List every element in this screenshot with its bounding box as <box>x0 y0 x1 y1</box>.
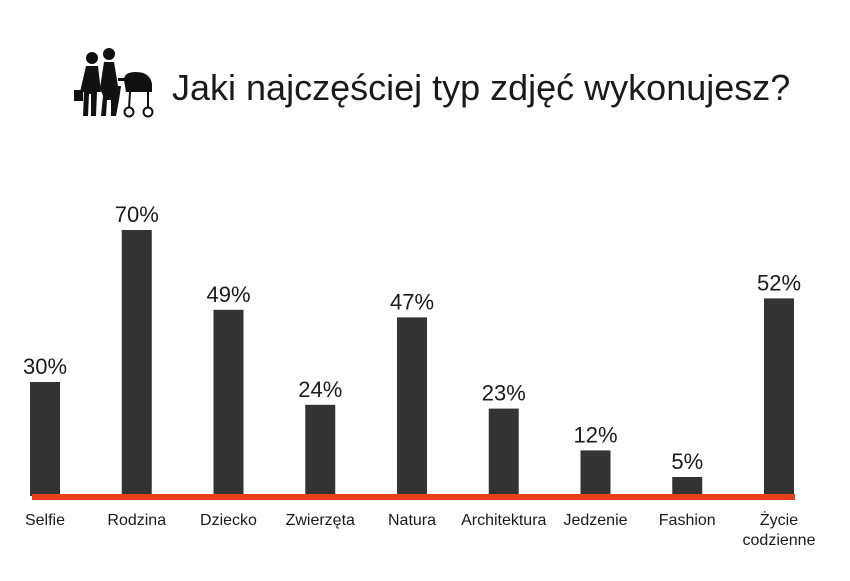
bar-zycie-codzienne <box>764 298 794 496</box>
bar-selfie <box>30 382 60 496</box>
value-label-zycie-codzienne: 52% <box>757 270 801 295</box>
bar-dziecko <box>213 309 244 496</box>
category-label-fashion: Fashion <box>659 512 716 529</box>
chart-title: Jaki najczęściej typ zdjęć wykonujesz? <box>172 67 790 108</box>
family-with-stroller-icon <box>74 48 154 118</box>
value-label-selfie: 30% <box>23 354 67 379</box>
value-label-zwierzeta: 24% <box>298 377 342 402</box>
category-label-rodzina: Rodzina <box>107 512 166 529</box>
bar-fashion <box>672 477 703 496</box>
bar-architektura <box>488 408 519 496</box>
bars-group: 30% 70% 49% 24% 47% 23% 12% 5% 52% <box>23 202 801 496</box>
value-label-natura: 47% <box>390 289 434 314</box>
baseline-axis <box>32 494 795 500</box>
value-label-dziecko: 49% <box>206 282 250 307</box>
value-label-architektura: 23% <box>482 381 526 406</box>
bar-jedzenie <box>580 450 611 496</box>
category-label-zycie-codzienne: Życie codzienne <box>743 510 816 549</box>
category-label-selfie: Selfie <box>25 512 65 529</box>
value-label-rodzina: 70% <box>115 202 159 227</box>
bar-zwierzeta <box>305 404 336 496</box>
bar-rodzina <box>121 230 152 496</box>
value-label-jedzenie: 12% <box>573 422 617 447</box>
category-labels-group: Selfie Rodzina Dziecko Zwierzęta Natura Archi… <box>25 510 816 549</box>
category-label-architektura: Architektura <box>461 512 546 529</box>
value-label-fashion: 5% <box>671 449 703 474</box>
category-label-zwierzeta: Zwierzęta <box>286 512 355 529</box>
category-label-jedzenie: Jedzenie <box>563 512 627 529</box>
category-label-natura: Natura <box>388 512 436 529</box>
bar-natura <box>397 317 427 496</box>
category-label-dziecko: Dziecko <box>200 512 257 529</box>
